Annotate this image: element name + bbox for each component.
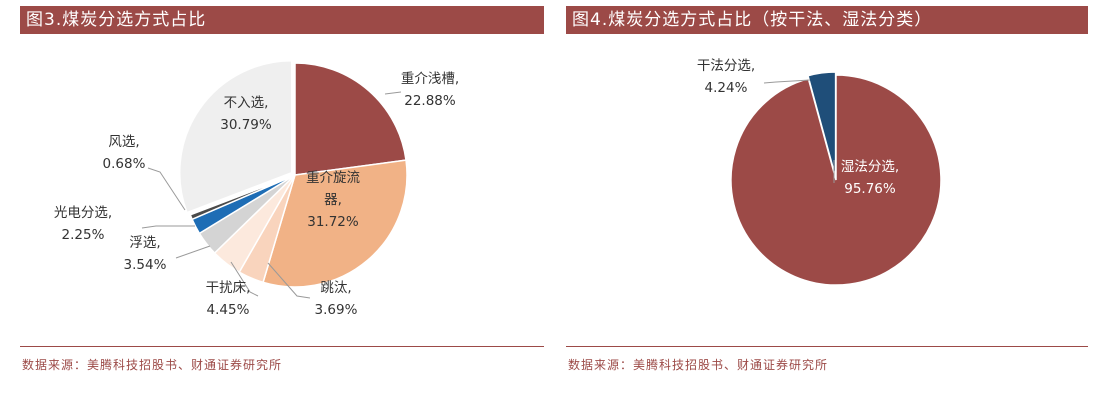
slice-name-label: 干法分选, <box>697 58 755 74</box>
slice-value-label: 3.69% <box>315 302 358 318</box>
pie-slice-7 <box>189 174 296 221</box>
slice-value-label: 31.72% <box>307 214 359 230</box>
label-leader-line <box>175 245 211 259</box>
slice-name-label: 不入选, <box>224 95 269 111</box>
pie-slice-8 <box>178 59 293 214</box>
figure-3-divider <box>20 346 544 347</box>
label-leader-line <box>384 91 402 95</box>
label-leader-line <box>230 261 259 297</box>
slice-name-label: 器, <box>324 192 342 208</box>
slice-value-label: 22.88% <box>404 93 456 109</box>
slice-name-label: 光电分选, <box>54 205 112 221</box>
slice-value-label: 3.54% <box>124 257 167 273</box>
figure-3-panel: 图3.煤炭分选方式占比 重介浅槽, 22.88% 重介旋流器, 31.72% 跳汰, 3.… <box>0 0 548 403</box>
slice-name-label: 干扰床, <box>206 280 251 296</box>
label-leader-line <box>763 79 811 84</box>
slice-name-label: 风选, <box>108 134 139 150</box>
figure-4-pie-chart: 湿法分选, 95.76% 干法分选, 4.24% <box>697 58 942 286</box>
slice-name-label: 重介浅槽, <box>401 71 459 87</box>
slice-value-label: 4.24% <box>705 80 748 96</box>
slice-name-label: 浮选, <box>129 235 160 251</box>
label-leader-line <box>147 167 186 211</box>
pie-slice-1 <box>294 62 407 176</box>
slice-name-label: 重介旋流 <box>306 170 360 186</box>
slice-value-label: 0.68% <box>103 156 146 172</box>
label-leader-line <box>267 262 311 299</box>
slice-value-label: 30.79% <box>220 117 272 133</box>
figure-3-source: 数据来源：美腾科技招股书、财通证券研究所 <box>22 358 283 372</box>
label-leader-line <box>141 225 195 229</box>
slice-value-label: 4.45% <box>207 302 250 318</box>
slice-value-label: 95.76% <box>844 181 896 197</box>
figure-4-title: 图4.煤炭分选方式占比（按干法、湿法分类） <box>566 6 1088 34</box>
figure-4-panel: 图4.煤炭分选方式占比（按干法、湿法分类） 湿法分选, 95.76% 干法分选, 4.… <box>566 0 1108 403</box>
figure-3-title: 图3.煤炭分选方式占比 <box>20 6 544 34</box>
slice-name-label: 湿法分选, <box>841 159 899 175</box>
pie-slice-2 <box>807 71 837 178</box>
slice-value-label: 2.25% <box>62 227 105 243</box>
figure-4-divider <box>566 346 1088 347</box>
pie-slice-1 <box>730 74 942 286</box>
slice-name-label: 跳汰, <box>320 280 351 296</box>
figure-4-source: 数据来源：美腾科技招股书、财通证券研究所 <box>568 358 829 372</box>
